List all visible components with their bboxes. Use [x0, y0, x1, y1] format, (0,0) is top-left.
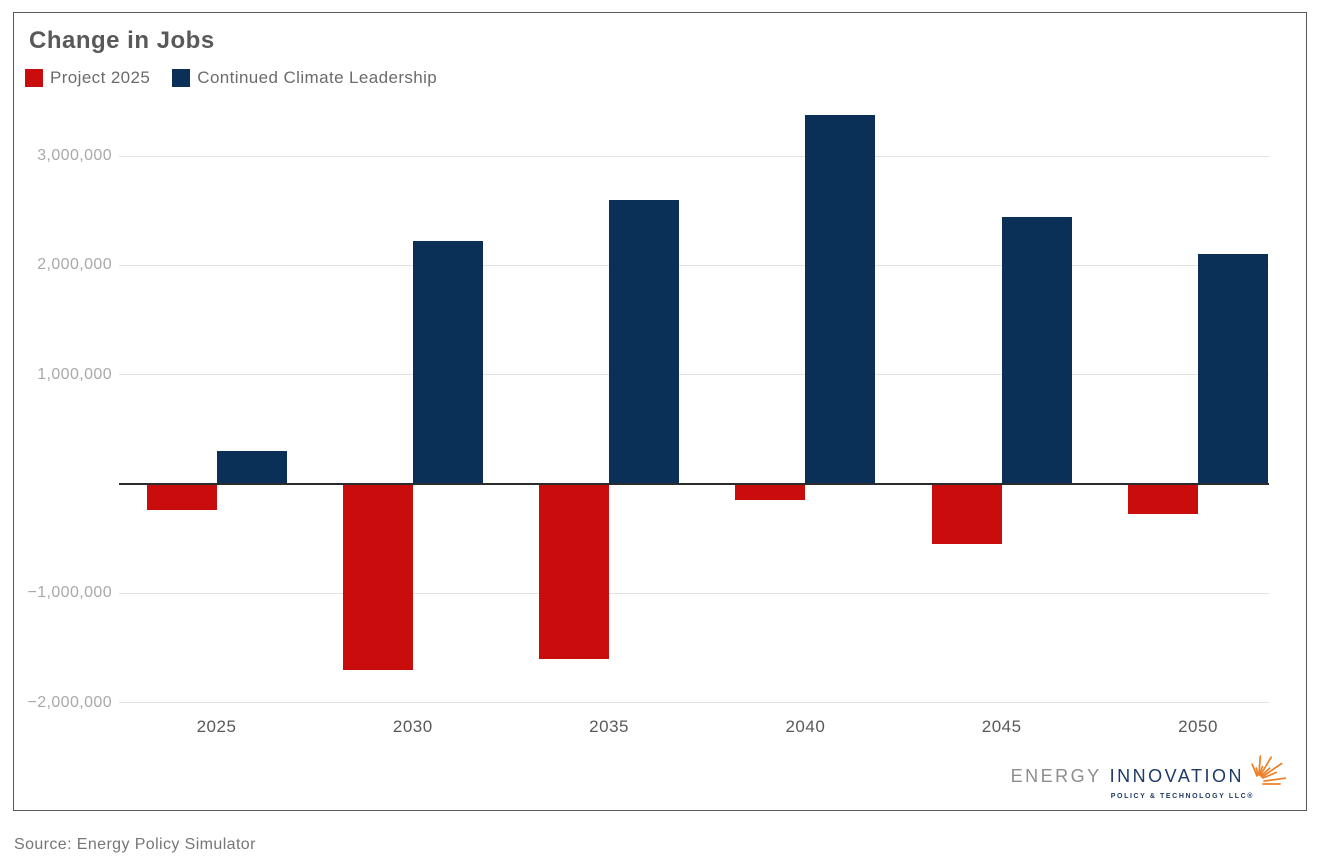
gridline	[119, 264, 1269, 266]
x-axis-tick-label: 2030	[392, 717, 433, 736]
legend-label: Continued Climate Leadership	[197, 68, 438, 87]
y-axis-tick-label: 2,000,000	[37, 256, 112, 274]
bar-2040-continued-climate-leadership	[805, 114, 876, 484]
y-axis-tick-label: 3,000,000	[37, 147, 112, 165]
chart-card: Change in Jobs Project 2025 Continued Cl…	[13, 12, 1307, 811]
zero-axis-line	[119, 483, 1269, 485]
x-axis-tick-label: 2045	[981, 717, 1022, 736]
legend-swatch-red	[25, 69, 43, 87]
sunburst-icon	[1251, 755, 1287, 785]
logo-text-energy: ENERGY	[1010, 765, 1102, 786]
y-axis-tick-label: 1,000,000	[37, 365, 112, 383]
bar-2035-project-2025	[539, 484, 610, 659]
bar-2050-continued-climate-leadership	[1198, 254, 1268, 484]
source-note: Source: Energy Policy Simulator	[14, 836, 256, 853]
plot-area: 3,000,000 2,000,000 1,000,000 −1,000,000 −2,…	[27, 111, 1269, 736]
legend-label: Project 2025	[50, 68, 151, 87]
bar-2030-project-2025	[342, 484, 413, 670]
x-axis-tick-label: 2035	[589, 717, 629, 736]
bar-2030-continued-climate-leadership	[412, 241, 483, 484]
logo-text-innovation: INNOVATION	[1109, 765, 1244, 786]
gridline	[119, 374, 1269, 376]
bar-2035-continued-climate-leadership	[609, 199, 680, 484]
y-axis-tick-label: −1,000,000	[27, 584, 112, 602]
bar-2045-continued-climate-leadership	[1001, 217, 1072, 484]
bar-2050-project-2025	[1128, 484, 1198, 514]
x-axis-tick-label: 2040	[785, 717, 826, 736]
logo-wordmark: ENERGY INNOVATION	[1010, 755, 1292, 792]
chart-title: Change in Jobs	[29, 27, 215, 54]
y-axis-tick-label: −2,000,000	[27, 693, 112, 711]
gridline	[119, 155, 1269, 157]
x-axis-tick-label: 2025	[196, 717, 237, 736]
legend-swatch-navy	[172, 69, 191, 87]
legend-item-project-2025: Project 2025	[25, 68, 150, 88]
legend-item-continued-climate-leadership: Continued Climate Leadership	[172, 68, 437, 88]
logo-tagline: POLICY & TECHNOLOGY LLC®	[1110, 793, 1254, 800]
gridline	[119, 702, 1269, 704]
bar-2025-project-2025	[146, 484, 217, 511]
bar-2045-project-2025	[931, 484, 1002, 545]
gridline	[119, 592, 1269, 594]
bar-2040-project-2025	[735, 484, 806, 501]
energy-innovation-logo: ENERGY INNOVATION	[1010, 755, 1292, 800]
chart-legend: Project 2025 Continued Climate Leadershi…	[25, 68, 437, 88]
bar-2025-continued-climate-leadership	[216, 451, 287, 484]
x-axis-tick-label: 2050	[1178, 717, 1218, 736]
